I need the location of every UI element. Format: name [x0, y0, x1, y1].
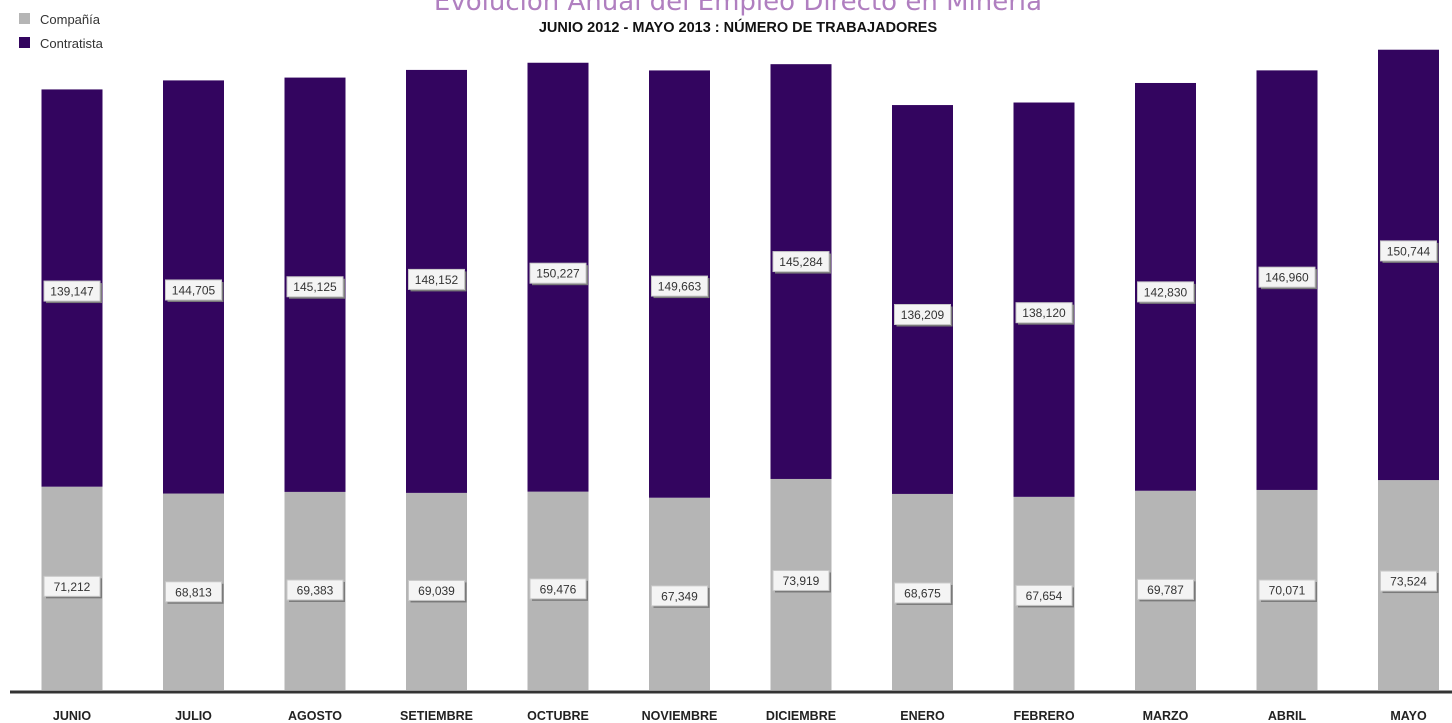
data-label-compania-abril-box: 70,071: [1258, 579, 1317, 602]
bar-contratista-febrero: [1013, 102, 1075, 497]
data-label-compania-junio: 71,212: [54, 580, 91, 594]
category-label-setiembre: SETIEMBRE: [400, 709, 473, 723]
data-label-compania-agosto-background: [286, 579, 344, 601]
data-label-contratista-enero-background: [894, 303, 951, 325]
data-label-contratista-enero: 136,209: [901, 308, 945, 322]
category-labels-group: JUNIO JULIO AGOSTO SETIEMBRE OCTUBRE NOVIEMBR…: [53, 709, 1427, 723]
data-label-contratista-agosto-background: [286, 276, 344, 298]
data-label-compania-febrero-box: 67,654: [1015, 584, 1074, 608]
chart-subtitle: JUNIO 2012 - MAYO 2013 : NÚMERO DE TRABA…: [539, 18, 938, 36]
data-label-contratista-diciembre: 145,284: [779, 255, 823, 269]
legend-swatch-contratista: [19, 37, 30, 48]
data-label-contratista-agosto-box: 145,125: [286, 276, 345, 299]
data-label-contratista-setiembre-background: [408, 268, 465, 290]
data-label-contratista-enero-box: 136,209: [894, 303, 953, 327]
data-label-compania-octubre-background: [529, 578, 587, 600]
data-label-contratista-mayo-background: [1380, 240, 1437, 262]
category-label-enero: ENERO: [900, 709, 945, 723]
data-label-contratista-diciembre-background: [772, 251, 830, 273]
data-label-contratista-agosto: 145,125: [293, 280, 337, 294]
category-label-noviembre: NOVIEMBRE: [642, 709, 718, 723]
legend-swatch-compania: [19, 13, 30, 24]
data-label-contratista-febrero: 138,120: [1022, 306, 1066, 320]
data-label-compania-setiembre: 69,039: [418, 584, 455, 598]
data-label-contratista-febrero-background: [1015, 302, 1073, 324]
data-label-compania-julio: 68,813: [175, 585, 212, 599]
data-label-contratista-junio-background: [43, 280, 101, 302]
data-label-contratista-julio: 144,705: [172, 283, 216, 297]
category-label-agosto: AGOSTO: [288, 709, 342, 723]
data-label-contratista-mayo-box: 150,744: [1380, 240, 1439, 263]
legend: Compañía Contratista: [19, 12, 104, 51]
data-label-compania-octubre-box: 69,476: [529, 578, 588, 601]
data-label-contratista-abril-background: [1258, 266, 1316, 288]
data-label-compania-noviembre-background: [651, 585, 708, 607]
data-label-contratista-octubre-box: 150,227: [529, 262, 588, 286]
category-label-febrero: FEBRERO: [1013, 709, 1074, 723]
data-label-contratista-octubre-background: [529, 262, 587, 284]
data-label-compania-mayo-box: 73,524: [1380, 570, 1439, 594]
category-label-octubre: OCTUBRE: [527, 709, 589, 723]
data-label-compania-abril: 70,071: [1269, 583, 1306, 597]
bars-group: [41, 49, 1439, 690]
category-label-diciembre: DICIEMBRE: [766, 709, 836, 723]
data-label-contratista-abril-box: 146,960: [1258, 266, 1317, 290]
data-label-contratista-setiembre-box: 148,152: [408, 268, 467, 292]
data-label-compania-junio-background: [43, 575, 101, 597]
data-label-compania-octubre: 69,476: [540, 582, 577, 596]
data-label-contratista-junio-box: 139,147: [43, 280, 102, 304]
data-label-compania-noviembre-box: 67,349: [651, 585, 710, 608]
data-label-compania-marzo: 69,787: [1147, 583, 1184, 597]
data-label-contratista-mayo: 150,744: [1387, 244, 1431, 258]
bar-contratista-mayo: [1378, 49, 1439, 481]
data-label-contratista-diciembre-box: 145,284: [772, 251, 831, 274]
data-label-contratista-junio: 139,147: [50, 285, 94, 299]
data-label-compania-marzo-box: 69,787: [1137, 578, 1196, 602]
data-label-contratista-marzo-box: 142,830: [1137, 281, 1196, 304]
data-label-compania-enero-box: 68,675: [894, 582, 953, 605]
bar-contratista-enero: [892, 105, 953, 494]
data-label-contratista-octubre: 150,227: [536, 267, 580, 281]
data-label-contratista-setiembre: 148,152: [415, 273, 459, 287]
data-label-contratista-abril: 146,960: [1265, 271, 1309, 285]
data-labels-group: 71,212 139,147 68,813 144,705 69,383 145,125 6…: [43, 240, 1439, 608]
data-label-compania-enero: 68,675: [904, 586, 941, 600]
category-label-abril: ABRIL: [1268, 709, 1307, 723]
data-label-contratista-julio-background: [165, 279, 222, 301]
data-label-compania-julio-box: 68,813: [165, 581, 224, 604]
data-label-compania-setiembre-background: [408, 579, 465, 601]
data-label-compania-agosto: 69,383: [297, 583, 334, 597]
data-label-contratista-noviembre-box: 149,663: [651, 275, 710, 299]
data-label-compania-mayo: 73,524: [1390, 575, 1427, 589]
data-label-compania-febrero: 67,654: [1026, 589, 1063, 603]
data-label-compania-agosto-box: 69,383: [286, 579, 345, 602]
data-label-compania-noviembre: 67,349: [661, 589, 698, 603]
data-label-contratista-noviembre: 149,663: [658, 280, 702, 294]
data-label-contratista-marzo-background: [1137, 281, 1194, 303]
data-label-compania-setiembre-box: 69,039: [408, 579, 467, 603]
data-label-compania-enero-background: [894, 582, 951, 604]
data-label-contratista-noviembre-background: [651, 275, 708, 297]
data-label-contratista-marzo: 142,830: [1144, 285, 1188, 299]
data-label-compania-junio-box: 71,212: [43, 575, 102, 599]
legend-label-compania: Compañía: [40, 12, 101, 27]
data-label-compania-mayo-background: [1380, 570, 1437, 592]
category-label-marzo: MARZO: [1143, 709, 1189, 723]
category-label-junio: JUNIO: [53, 709, 91, 723]
data-label-compania-abril-background: [1258, 579, 1316, 601]
category-label-julio: JULIO: [175, 709, 212, 723]
data-label-compania-julio-background: [165, 581, 222, 603]
data-label-contratista-febrero-box: 138,120: [1015, 302, 1074, 325]
data-label-compania-diciembre-box: 73,919: [772, 569, 831, 593]
chart-title: Evolución Anual del Empleo Directo en Mi…: [434, 0, 1042, 17]
data-label-compania-diciembre: 73,919: [783, 574, 820, 588]
legend-label-contratista: Contratista: [40, 36, 104, 51]
data-label-contratista-julio-box: 144,705: [165, 279, 224, 302]
data-label-compania-marzo-background: [1137, 578, 1194, 600]
category-label-mayo: MAYO: [1390, 709, 1427, 723]
data-label-compania-diciembre-background: [772, 569, 830, 591]
data-label-compania-febrero-background: [1015, 584, 1073, 606]
